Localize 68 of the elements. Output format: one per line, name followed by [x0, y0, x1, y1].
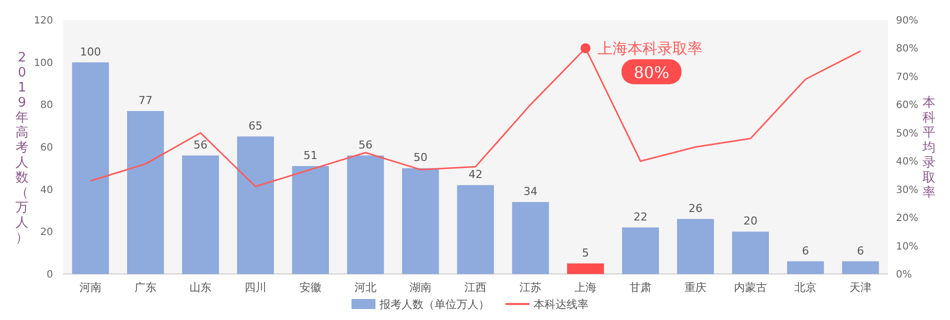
x-tick-label: 内蒙古: [734, 281, 767, 294]
bar: [567, 263, 604, 274]
text: 2019年高考人数（万人）: [16, 50, 28, 246]
data-label: 50: [414, 151, 428, 164]
x-tick-label: 天津: [850, 281, 872, 294]
data-label: 22: [634, 210, 648, 224]
y2-tick-label: 50%: [896, 128, 918, 140]
bar: [842, 261, 879, 274]
y-tick-label: 40: [40, 184, 53, 196]
bar: [402, 168, 439, 274]
y-tick-label: 0: [46, 270, 53, 280]
x-tick-label: 广东: [134, 281, 156, 294]
annotation: 80%: [634, 62, 670, 82]
bar: [72, 62, 109, 274]
bar: [512, 202, 549, 274]
bar: [457, 185, 494, 274]
x-tick-label: 江苏: [520, 281, 542, 294]
data-label: 6: [857, 244, 864, 258]
y2-tick-label: 30%: [896, 184, 918, 196]
y2-tick-label: 40%: [896, 156, 918, 168]
x-tick-label: 湖南: [410, 281, 432, 294]
annotation: 上海本科录取率: [598, 39, 702, 58]
data-label: 6: [802, 244, 809, 258]
legend-label: 报考人数（单位万人）: [378, 298, 490, 311]
y2-tick-label: 20%: [896, 213, 918, 224]
data-label: 42: [468, 168, 482, 182]
data-label: 56: [194, 138, 208, 152]
data-label: 77: [138, 94, 152, 108]
y-tick-label: 120: [34, 16, 53, 26]
bar: [732, 232, 769, 274]
data-label: 65: [248, 119, 262, 132]
y-tick-label: 80: [40, 100, 53, 112]
x-tick-label: 河北: [354, 281, 376, 294]
data-label: 100: [80, 45, 101, 58]
legend-label: 本科达线率: [534, 298, 588, 311]
data-label: 20: [744, 214, 758, 228]
x-tick-label: 四川: [244, 281, 266, 294]
data-label: 34: [524, 185, 538, 198]
y2-tick-label: 70%: [896, 72, 918, 83]
y2-tick-label: 80%: [896, 44, 918, 55]
y-tick-label: 20: [40, 227, 53, 238]
bar: [787, 261, 824, 274]
bar: [622, 227, 659, 274]
y2-axis-title: 本科平均录取率: [922, 96, 936, 201]
x-tick-label: 甘肃: [630, 281, 652, 294]
x-tick-label: 江西: [464, 281, 486, 294]
bar: [292, 166, 329, 274]
y2-tick-label: 0%: [896, 270, 912, 280]
data-label: 5: [582, 246, 589, 260]
y-tick-label: 100: [34, 58, 53, 69]
x-tick-label: 山东: [190, 281, 212, 294]
bar: [182, 155, 219, 274]
x-tick-label: 重庆: [684, 281, 706, 294]
y-tick-label: 60: [40, 142, 53, 154]
x-tick-label: 北京: [794, 281, 816, 294]
bar: [237, 136, 274, 274]
bar: [347, 155, 384, 274]
x-tick-label: 安徽: [300, 281, 322, 294]
data-label: 26: [688, 202, 702, 215]
y2-tick-label: 60%: [896, 100, 918, 112]
bar: [127, 111, 164, 274]
y2-tick-label: 10%: [896, 241, 918, 252]
bar: [677, 218, 714, 274]
x-tick-label: 上海: [574, 281, 596, 294]
data-label: 51: [304, 149, 318, 162]
y2-tick-label: 90%: [896, 16, 918, 26]
data-label: 56: [358, 138, 372, 152]
x-tick-label: 河南: [80, 281, 102, 294]
